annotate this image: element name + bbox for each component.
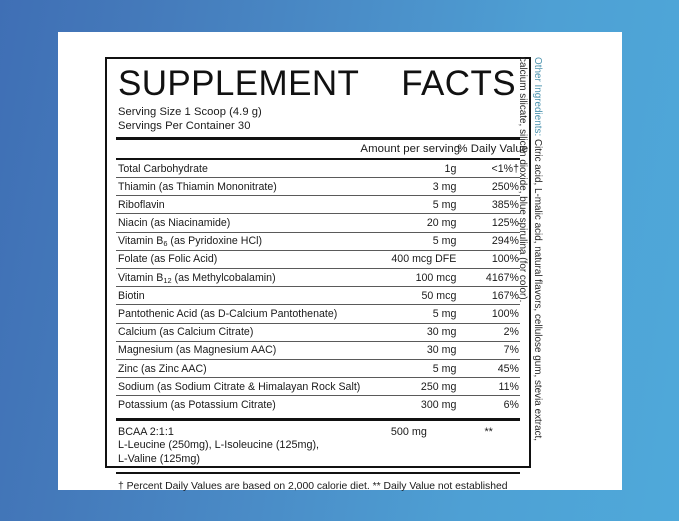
bcaa-detail-line-1: L-Leucine (250mg), L-Isoleucine (125mg), [118, 438, 320, 451]
nutrient-amount: 30 mg [360, 323, 458, 342]
nutrient-amount: 100 mcg [360, 268, 458, 288]
supplement-facts-panel: SUPPLEMENT FACTS Serving Size 1 Scoop (4… [105, 57, 531, 492]
table-row: Magnesium (as Magnesium AAC) 30 mg 7% [116, 341, 520, 360]
nutrient-daily-value: 7% [457, 341, 520, 360]
nutrient-name: Vitamin B6 (as Pyridoxine HCl) [116, 232, 361, 251]
nutrient-daily-value: 167% [457, 286, 520, 306]
blend-divider-thick [116, 417, 520, 421]
nutrient-daily-value: 250% [457, 177, 520, 197]
nutrient-name: Thiamin (as Thiamin Mononitrate) [116, 177, 361, 197]
other-ingredients-text: Other Ingredients: Citric acid, L-malic … [515, 57, 545, 469]
column-header-name [116, 140, 360, 158]
nutrient-daily-value: 6% [503, 398, 519, 411]
table-row: Sodium (as Sodium Citrate & Himalayan Ro… [116, 377, 520, 397]
nutrient-name: Pantothenic Acid (as D-Calcium Pantothen… [116, 304, 361, 324]
nutrient-amount: 5 mg [360, 195, 458, 215]
nutrient-amount: 20 mg [360, 213, 458, 233]
nutrient-name: Folate (as Folic Acid) [116, 250, 361, 270]
nutrient-name: Potassium (as Potassium Citrate) [118, 398, 276, 411]
nutrient-name: Magnesium (as Magnesium AAC) [116, 341, 361, 360]
nutrient-amount: 30 mg [360, 341, 458, 360]
daily-value-footnote: † Percent Daily Values are based on 2,00… [118, 481, 508, 493]
serving-size-line: Serving Size 1 Scoop (4.9 g) [118, 105, 262, 118]
column-header-daily-value: % Daily Value [457, 142, 529, 155]
heading-divider-thick [116, 136, 520, 140]
nutrient-table-body: Total Carbohydrate 1g <1%† Thiamin (as Thia… [116, 159, 520, 414]
white-label-panel: SUPPLEMENT FACTS Serving Size 1 Scoop (4… [58, 32, 622, 492]
table-row: Pantothenic Acid (as D-Calcium Pantothen… [116, 304, 520, 324]
table-row: Riboflavin 5 mg 385% [116, 195, 520, 215]
nutrient-daily-value: 100% [457, 304, 520, 324]
nutrient-amount: 300 mg [420, 398, 457, 411]
footnote-divider [116, 472, 520, 475]
nutrient-name: Vitamin B12 (as Methylcobalamin) [116, 268, 361, 288]
nutrient-amount: 5 mg [360, 359, 458, 379]
nutrient-amount: 1g [360, 159, 458, 179]
table-row: Folate (as Folic Acid) 400 mcg DFE 100% [116, 250, 520, 270]
table-row: Total Carbohydrate 1g <1%† [116, 159, 520, 179]
supplement-facts-heading: SUPPLEMENT FACTS [116, 66, 520, 102]
nutrient-name: Niacin (as Niacinamide) [116, 213, 361, 233]
nutrient-table-head: Amount per serving % Daily Value [116, 140, 529, 158]
heading-supplement: SUPPLEMENT [118, 64, 360, 103]
nutrient-table: Amount per serving % Daily Value [116, 140, 529, 158]
nutrient-name: Biotin [116, 286, 361, 306]
nutrient-daily-value: 294% [457, 232, 520, 251]
table-row: Thiamin (as Thiamin Mononitrate) 3 mg 250% [116, 177, 520, 197]
bcaa-detail-line-2: L-Valine (125mg) [118, 452, 201, 465]
bcaa-name: BCAA 2:1:1 [118, 425, 174, 438]
table-row: Potassium (as Potassium Citrate) 300 mg 6% [116, 396, 520, 414]
table-row: Vitamin B6 (as Pyridoxine HCl) 5 mg 294% [116, 232, 520, 251]
heading-facts: FACTS [401, 64, 516, 103]
nutrient-daily-value: 385% [457, 195, 520, 215]
serving-info: Serving Size 1 Scoop (4.9 g) Servings Pe… [116, 105, 520, 133]
table-row: Zinc (as Zinc AAC) 5 mg 45% [116, 359, 520, 379]
nutrient-daily-value: <1%† [457, 159, 520, 179]
nutrient-name: Calcium (as Calcium Citrate) [116, 323, 361, 342]
column-header-amount: Amount per serving [360, 142, 461, 155]
servings-per-container-line: Servings Per Container 30 [118, 119, 251, 132]
table-row: Niacin (as Niacinamide) 20 mg 125% [116, 213, 520, 233]
table-row: Calcium (as Calcium Citrate) 30 mg 2% [116, 323, 520, 342]
nutrient-daily-value: 125% [457, 213, 520, 233]
table-row: Biotin 50 mcg 167% [116, 286, 520, 306]
nutrient-name: Zinc (as Zinc AAC) [116, 359, 361, 379]
nutrient-daily-value: 11% [457, 377, 520, 397]
column-header-divider [116, 157, 520, 160]
nutrient-daily-value: 100% [457, 250, 520, 270]
nutrient-rows-table: Total Carbohydrate 1g <1%† Thiamin (as Thia… [116, 159, 520, 414]
table-row: Vitamin B12 (as Methylcobalamin) 100 mcg 4… [116, 268, 520, 288]
nutrient-amount: 250 mg [360, 377, 458, 397]
column-header-row: Amount per serving % Daily Value [116, 140, 529, 158]
other-ingredients-block: Other Ingredients: Citric acid, L-malic … [481, 57, 545, 469]
nutrient-amount: 5 mg [360, 304, 458, 324]
bcaa-blend-block: BCAA 2:1:1 500 mg ** L-Leucine (250mg), … [116, 421, 520, 467]
bcaa-primary-row: BCAA 2:1:1 500 mg ** [116, 426, 520, 438]
nutrient-amount: 50 mcg [360, 286, 458, 306]
nutrient-daily-value: 4167% [457, 268, 520, 288]
nutrient-daily-value: 2% [457, 323, 520, 342]
bcaa-amount: 500 mg [390, 425, 427, 438]
nutrient-daily-value: 45% [457, 359, 520, 379]
nutrient-amount: 5 mg [360, 232, 458, 251]
nutrient-name: Total Carbohydrate [116, 159, 361, 179]
bcaa-daily-value: ** [484, 425, 493, 438]
nutrient-name: Sodium (as Sodium Citrate & Himalayan Ro… [116, 377, 361, 397]
nutrient-amount: 400 mcg DFE [360, 250, 458, 270]
other-ingredients-label: Other Ingredients: [532, 57, 543, 137]
nutrient-amount: 3 mg [360, 177, 458, 197]
nutrient-name: Riboflavin [116, 195, 361, 215]
